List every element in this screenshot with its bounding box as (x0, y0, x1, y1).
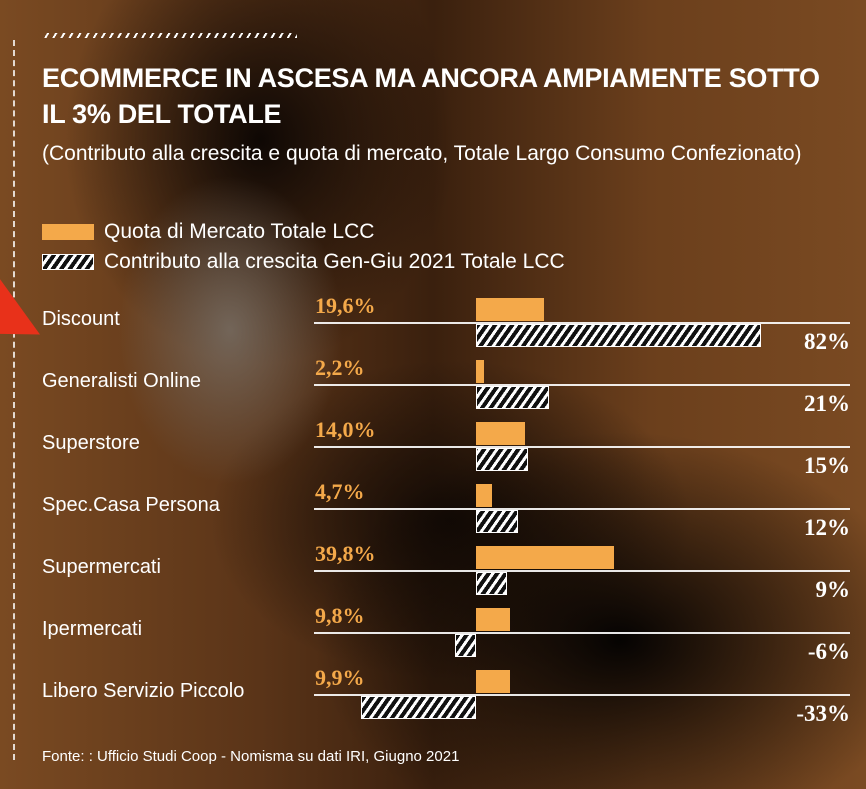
contribution-data-label: 9% (815, 577, 851, 602)
row-baseline (314, 508, 850, 510)
share-bar (476, 670, 511, 693)
share-bar (476, 298, 544, 321)
contribution-bar (476, 510, 518, 533)
contribution-data-label: 21% (804, 391, 850, 416)
red-arrow-icon (0, 237, 40, 383)
category-label: Spec.Casa Persona (42, 494, 220, 516)
row-baseline (314, 322, 850, 324)
decorative-hatch-strip (42, 33, 297, 38)
share-data-label: 2,2% (315, 355, 365, 380)
row-baseline (314, 632, 850, 634)
share-data-label: 9,8% (315, 603, 365, 628)
share-data-label: 9,9% (315, 665, 365, 690)
decorative-dashed-border (13, 40, 15, 760)
row-baseline (314, 384, 850, 386)
share-bar (476, 422, 525, 445)
category-label: Discount (42, 308, 120, 330)
share-data-label: 39,8% (315, 541, 376, 566)
chart-title: ECOMMERCE IN ASCESA MA ANCORA AMPIAMENTE… (42, 63, 820, 129)
contribution-bar (476, 572, 508, 595)
chart-subtitle: (Contributo alla crescita e quota di mer… (42, 142, 802, 165)
contribution-bar (476, 448, 529, 471)
share-data-label: 4,7% (315, 479, 365, 504)
share-data-label: 19,6% (315, 293, 376, 318)
contribution-data-label: -6% (807, 639, 850, 664)
contribution-bar (476, 386, 549, 409)
share-bar (476, 360, 484, 383)
contribution-data-label: 15% (804, 453, 850, 478)
share-bar (476, 546, 615, 569)
contribution-data-label: 82% (804, 329, 850, 354)
category-label: Superstore (42, 432, 140, 454)
category-label: Generalisti Online (42, 370, 201, 392)
legend-item-share: Quota di Mercato Totale LCC (42, 220, 374, 244)
category-label: Supermercati (42, 556, 161, 578)
row-baseline (314, 446, 850, 448)
contribution-data-label: -33% (796, 701, 850, 726)
category-label: Ipermercati (42, 618, 143, 640)
contribution-bar (455, 634, 476, 657)
share-bar (476, 484, 493, 507)
contribution-bar (476, 324, 761, 347)
legend-swatch-hatched (42, 254, 94, 270)
legend-label: Quota di Mercato Totale LCC (104, 220, 375, 243)
row-baseline (314, 694, 850, 696)
legend-item-contribution: Contributo alla crescita Gen-Giu 2021 To… (42, 250, 565, 274)
share-data-label: 14,0% (315, 417, 376, 442)
category-label: Libero Servizio Piccolo (42, 680, 245, 702)
source-note: Fonte: : Ufficio Studi Coop - Nomisma su… (42, 748, 460, 765)
legend-label: Contributo alla crescita Gen-Giu 2021 To… (104, 250, 565, 273)
contribution-data-label: 12% (804, 515, 850, 540)
legend-swatch-solid (42, 224, 94, 240)
share-bar (476, 608, 510, 631)
contribution-bar (361, 696, 476, 719)
row-baseline (314, 570, 850, 572)
